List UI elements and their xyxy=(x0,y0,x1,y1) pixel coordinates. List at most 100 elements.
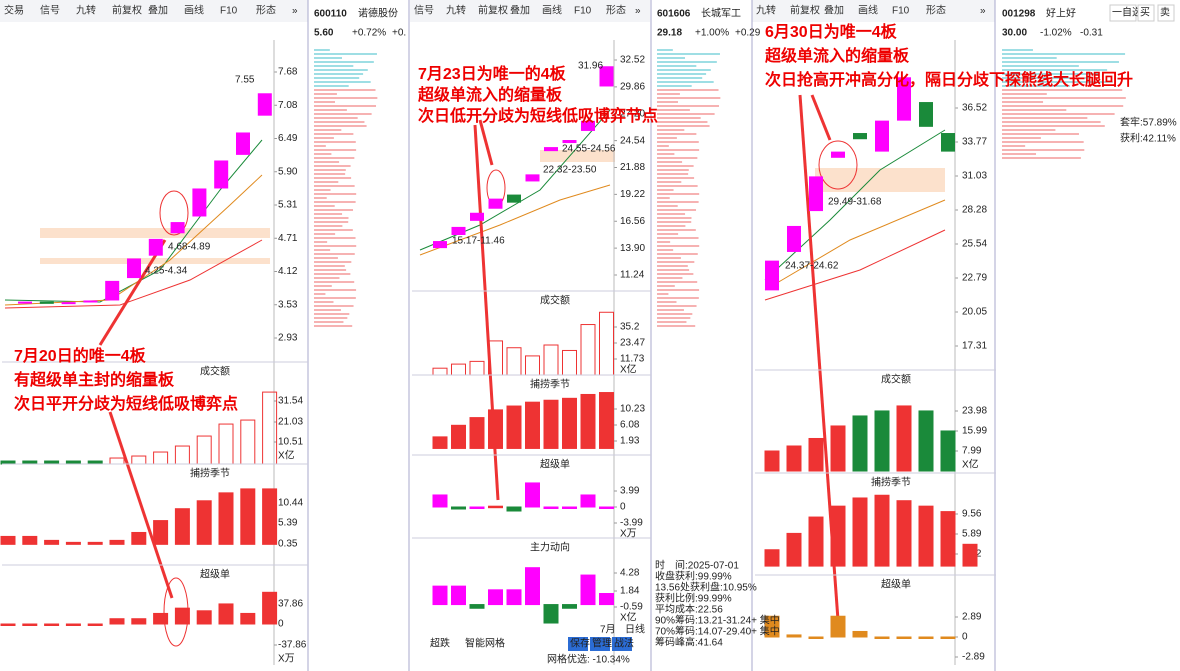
stock-change: +0.29 xyxy=(735,28,761,39)
chip-info: 平均成本:22.56 xyxy=(655,603,723,616)
annotation: 次日低开分歧为短线低吸博弈节点 xyxy=(418,106,658,125)
zone xyxy=(40,228,270,238)
sub-bar xyxy=(22,623,38,626)
toolbar-item[interactable]: 形态 xyxy=(926,4,946,17)
sub-bar xyxy=(580,494,596,508)
sub-tick: -0.59 xyxy=(620,602,643,613)
toolbar-item[interactable]: 画线 xyxy=(184,4,204,17)
toolbar-item[interactable]: 画线 xyxy=(542,4,562,17)
toolbar-item[interactable]: 前复权 xyxy=(112,4,142,17)
toolbar-item[interactable]: 画线 xyxy=(858,4,878,17)
sub-title: 捕捞季节 xyxy=(871,476,911,489)
candle xyxy=(105,280,120,301)
toolbar-item[interactable]: 信号 xyxy=(40,5,60,17)
price-label: 31.96 xyxy=(578,61,603,72)
chip-info: 13.56处获利盘:10.95% xyxy=(655,581,757,594)
sub-bar xyxy=(432,436,448,449)
sub-bar xyxy=(764,615,780,638)
button[interactable]: 卖 xyxy=(1160,7,1170,19)
toolbar-item[interactable]: F10 xyxy=(220,6,238,17)
toolbar-item[interactable]: 九转 xyxy=(446,4,466,17)
sub-tick: 21.03 xyxy=(278,417,303,428)
bottom-button[interactable]: 战法 xyxy=(614,637,634,650)
toolbar-item[interactable]: F10 xyxy=(892,6,910,17)
toolbar-item[interactable]: 叠加 xyxy=(824,5,844,17)
sub-bar xyxy=(262,488,278,545)
price-tick: 7.08 xyxy=(278,100,298,111)
bottom-tab[interactable]: 智能网格 xyxy=(465,637,505,650)
price-tick: 19.22 xyxy=(620,189,645,200)
button[interactable]: 买 xyxy=(1140,7,1150,19)
toolbar-item[interactable]: 九转 xyxy=(76,4,96,17)
sub-tick: 37.86 xyxy=(278,599,303,610)
toolbar-item[interactable]: F10 xyxy=(574,6,592,17)
sub-bar xyxy=(0,623,16,626)
toolbar-item[interactable]: 前复权 xyxy=(790,4,820,17)
toolbar-item[interactable]: 叠加 xyxy=(148,5,168,17)
toolbar-item[interactable]: 交易 xyxy=(4,4,24,17)
price-tick: 31.03 xyxy=(962,171,987,182)
toolbar-more[interactable]: » xyxy=(292,6,298,17)
bottom-tab[interactable]: 超跌 xyxy=(430,637,450,650)
price-tick: 21.88 xyxy=(620,162,645,173)
sub-bar xyxy=(543,506,559,509)
toolbar-more[interactable]: » xyxy=(980,6,986,17)
toolbar-item[interactable]: 前复权 xyxy=(478,4,508,17)
stock-change-pct: +1.00% xyxy=(695,28,729,39)
sub-bar xyxy=(852,630,868,638)
toolbar-item[interactable]: 九转 xyxy=(756,4,776,17)
sub-tick: 6.08 xyxy=(620,420,640,431)
trapped: 套牢:57.89% xyxy=(1120,116,1177,129)
bottom-button[interactable]: 保存 xyxy=(570,637,590,650)
sub-title: 超级单 xyxy=(200,568,230,581)
sub-bar xyxy=(218,603,234,625)
sub-bar xyxy=(22,535,38,545)
price-label: 4.68-4.89 xyxy=(168,242,211,253)
sub-unit: X亿 xyxy=(278,449,295,462)
candle xyxy=(507,194,521,203)
candle xyxy=(875,120,889,152)
candle xyxy=(148,238,163,256)
sub-tick: 0 xyxy=(278,619,284,630)
toolbar-item[interactable]: 叠加 xyxy=(510,5,530,17)
month: 7月 xyxy=(600,624,616,636)
annotation: 超级单流入的缩量板 xyxy=(417,85,563,104)
chip-info: 收盘获利:99.99% xyxy=(655,570,732,583)
candle xyxy=(831,151,845,158)
bottom-button[interactable]: 管理 xyxy=(592,637,612,650)
button[interactable]: 一自选 xyxy=(1112,6,1142,19)
price-tick: 32.52 xyxy=(620,55,645,66)
ma-line xyxy=(4,239,263,309)
stock-name: 好上好 xyxy=(1046,8,1076,20)
sub-bar xyxy=(874,410,890,472)
stock-name: 长城军工 xyxy=(701,8,741,20)
sub-bar xyxy=(525,567,540,606)
sub-tick: 5.89 xyxy=(962,529,982,540)
sub-tick: 0.35 xyxy=(278,539,298,550)
sub-tick: 4.28 xyxy=(620,568,640,579)
candle xyxy=(18,301,32,304)
candle xyxy=(214,160,229,189)
sub-tick: -37.86 xyxy=(278,640,307,651)
sub-bar xyxy=(451,506,466,510)
candle xyxy=(562,140,577,144)
toolbar-item[interactable]: 形态 xyxy=(606,4,626,17)
toolbar-more[interactable]: » xyxy=(635,6,641,17)
annotation: 6月30日为唯一4板 xyxy=(765,22,898,41)
sub-bar xyxy=(432,585,448,606)
sub-bar xyxy=(808,516,824,567)
sub-bar xyxy=(808,437,824,472)
toolbar-item[interactable]: 信号 xyxy=(414,5,434,17)
profit: 获利:42.11% xyxy=(1120,133,1176,145)
price-tick: 28.28 xyxy=(962,205,987,216)
sub-tick: 35.2 xyxy=(620,322,640,333)
grid-pick: 网格优选: -10.34% xyxy=(547,653,630,666)
sub-tick: 23.98 xyxy=(962,406,987,417)
sub-tick: 10.44 xyxy=(278,498,303,509)
sub-bar xyxy=(874,494,890,567)
price-tick: 29.86 xyxy=(620,82,645,93)
candle xyxy=(919,102,933,127)
sub-bar xyxy=(87,623,103,626)
toolbar-item[interactable]: 形态 xyxy=(256,4,276,17)
